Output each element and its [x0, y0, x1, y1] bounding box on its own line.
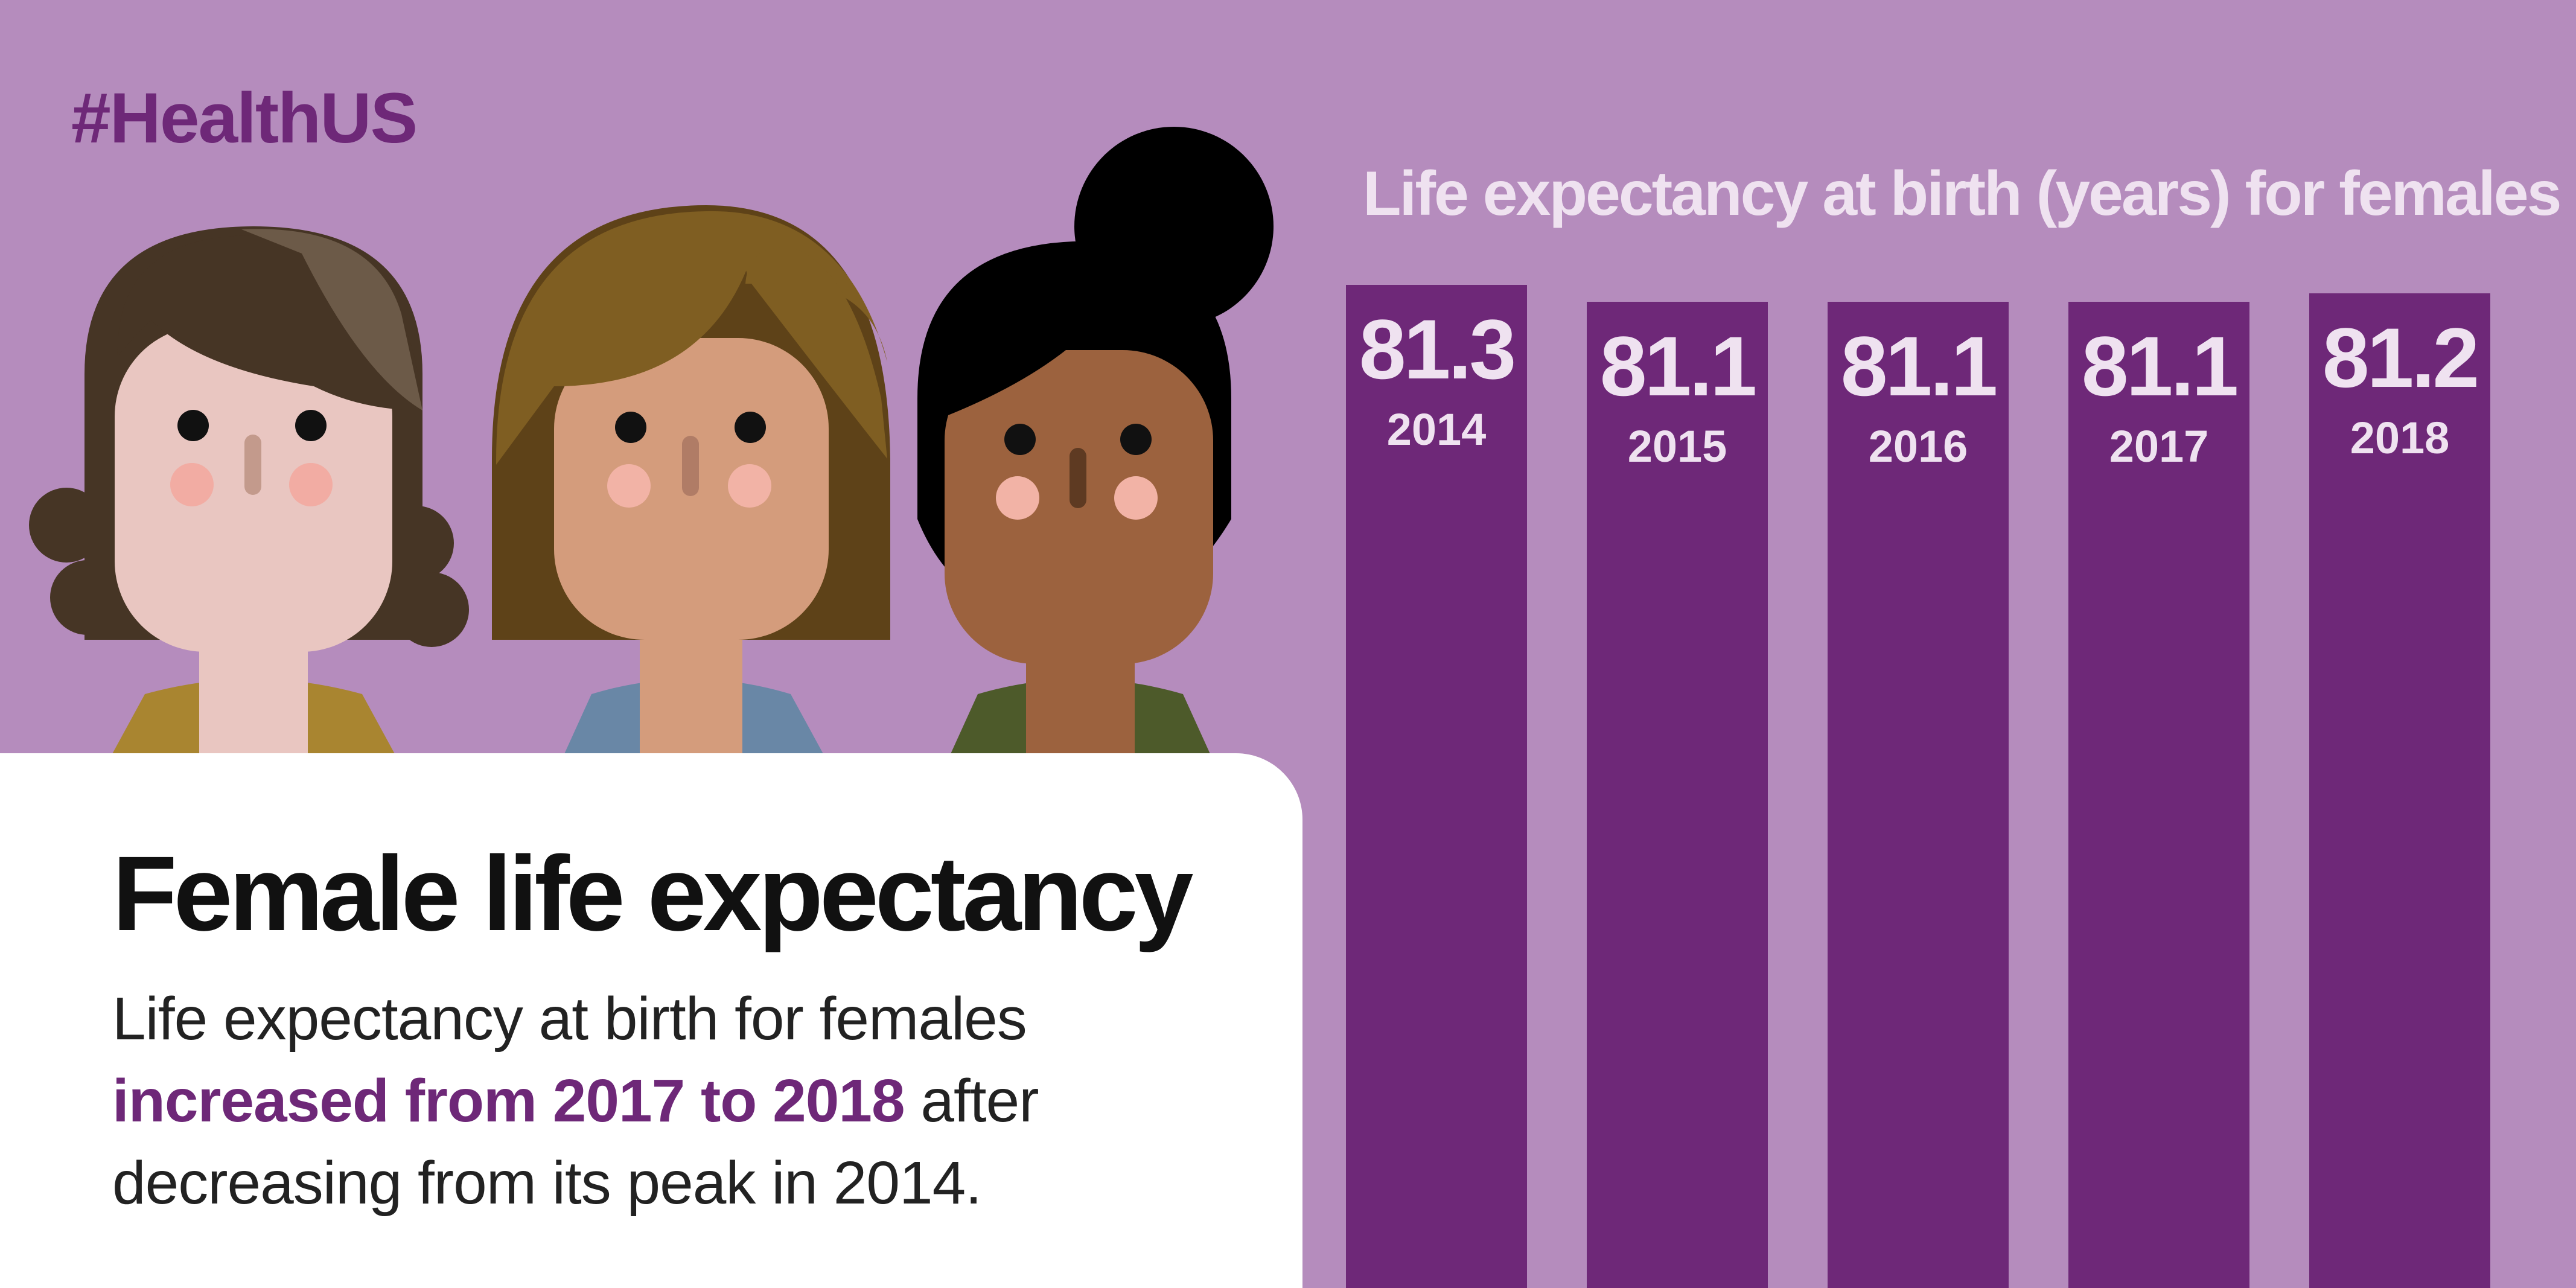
woman-1-illustration — [29, 226, 469, 760]
women-illustration — [29, 127, 1274, 760]
bar-value-label-2018: 81.2 — [2323, 310, 2477, 405]
bar-value-label-2017: 81.1 — [2082, 319, 2237, 413]
bar-value-label-2015: 81.1 — [1600, 319, 1755, 413]
bar-category-label-2018: 2018 — [2350, 413, 2450, 463]
card-text: Life expectancy at birth for females inc… — [112, 978, 1259, 1224]
bar-2014 — [1346, 285, 1527, 1288]
chart-title: Life expectancy at birth (years) for fem… — [1363, 159, 2562, 229]
bar-2016 — [1828, 302, 2009, 1288]
bar-value-label-2016: 81.1 — [1841, 319, 1996, 413]
woman-3-illustration — [917, 127, 1274, 760]
woman-2-illustration — [492, 205, 890, 760]
bar-category-label-2017: 2017 — [2109, 421, 2209, 471]
card-text-line3: decreasing from its peak in 2014. — [112, 1149, 982, 1217]
bar-value-label-2014: 81.3 — [1359, 302, 1514, 397]
summary-card — [0, 753, 1302, 1288]
bar-2018 — [2309, 293, 2490, 1288]
hashtag: #HealthUS — [71, 78, 418, 158]
card-text-line1: Life expectancy at birth for females — [112, 985, 1027, 1053]
bar-category-label-2014: 2014 — [1387, 404, 1487, 454]
bar-2017 — [2068, 302, 2249, 1288]
card-text-highlight: increased from 2017 to 2018 — [112, 1067, 905, 1135]
bar-2015 — [1587, 302, 1768, 1288]
card-title: Female life expectancy — [112, 835, 1193, 953]
bar-category-label-2016: 2016 — [1869, 421, 1968, 471]
card-text-after: after — [904, 1067, 1039, 1135]
bar-category-label-2015: 2015 — [1628, 421, 1727, 471]
